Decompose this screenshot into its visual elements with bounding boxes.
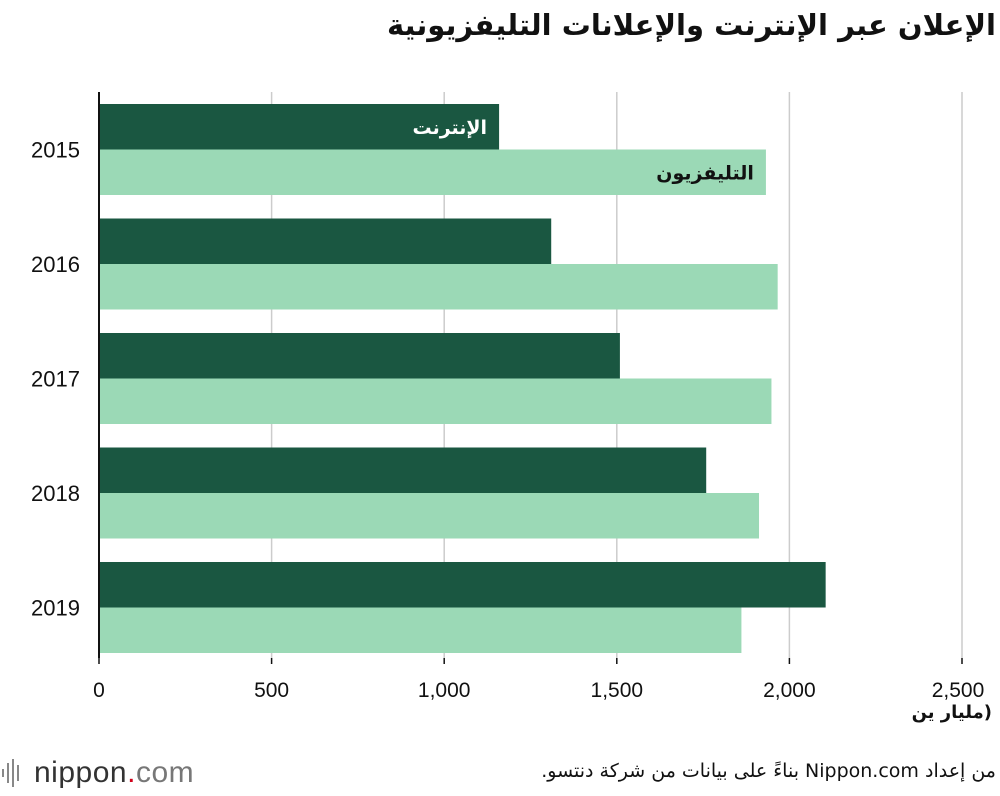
source-note: من إعداد Nippon.com بناءً على بيانات من … — [541, 760, 996, 782]
bar-tv-2015 — [99, 149, 766, 195]
chart-title: الإعلان عبر الإنترنت والإعلانات التليفزي… — [386, 8, 996, 42]
bar-internet-2015 — [99, 104, 500, 150]
x-tick-label: 500 — [254, 679, 289, 702]
bar-internet-2017 — [99, 333, 620, 379]
year-label: 2019 — [31, 596, 80, 621]
sound-wave-icon — [2, 759, 19, 787]
bar-internet-2016 — [99, 218, 552, 264]
bar-tv-2019 — [99, 607, 742, 653]
bar-internet-2019 — [99, 562, 826, 608]
year-label: 2015 — [31, 138, 80, 163]
year-labels: 2015 2016 2017 2018 2019 — [31, 138, 80, 621]
x-tick-label: 1,000 — [418, 679, 471, 702]
bar-tv-2018 — [99, 493, 760, 539]
series-label-tv: التليفزيون — [656, 162, 754, 184]
series-label-internet: الإنترنت — [412, 117, 487, 139]
x-tick-label: 1,500 — [591, 679, 644, 702]
x-tick-label: 2,500 — [932, 679, 985, 702]
x-tick-label: 0 — [93, 679, 105, 702]
bar-internet-2018 — [99, 447, 707, 493]
bar-tv-2017 — [99, 378, 772, 424]
bar-tv-2016 — [99, 264, 778, 310]
brand-wordmark: nippon.com — [34, 756, 195, 789]
unit-label: (مليار ين — [911, 702, 992, 723]
bars — [99, 104, 826, 653]
x-tick-labels: 0 500 1,000 1,500 2,000 2,500 — [93, 679, 984, 702]
nippon-logo: nippon.com — [0, 755, 194, 791]
year-label: 2018 — [31, 481, 80, 506]
x-tick-label: 2,000 — [763, 679, 816, 702]
year-label: 2016 — [31, 252, 80, 277]
year-label: 2017 — [31, 367, 80, 392]
series-labels: الإنترنت التليفزيون — [412, 117, 753, 185]
